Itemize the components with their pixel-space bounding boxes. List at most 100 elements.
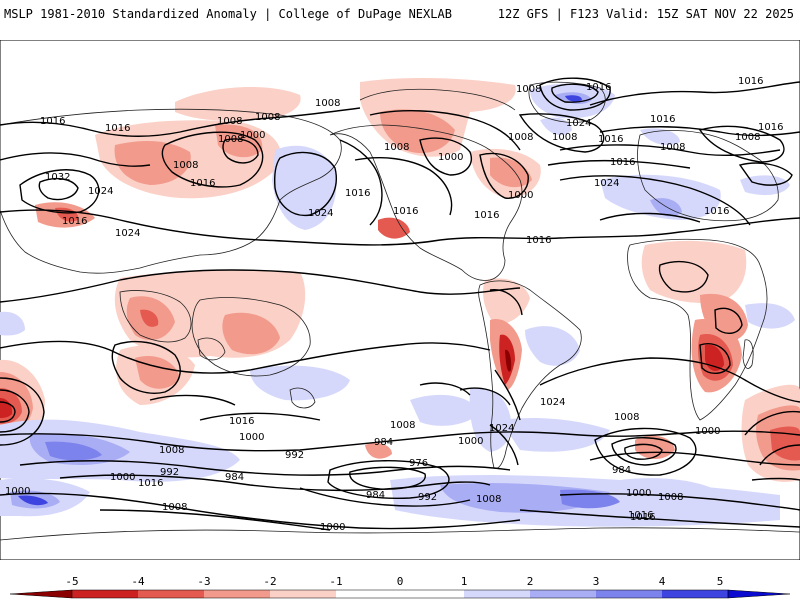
isobar-label: 1024 — [489, 423, 514, 434]
isobar — [489, 289, 523, 316]
colorbar-segment — [138, 590, 204, 598]
anomaly-area — [380, 109, 455, 154]
isobar-label: 976 — [409, 458, 428, 469]
anomaly-area — [745, 303, 795, 329]
isobar — [494, 369, 521, 421]
coastline — [191, 297, 311, 377]
isobar-label: 1024 — [540, 397, 565, 408]
isobar-label: 1000 — [110, 472, 135, 483]
isobar — [698, 125, 785, 163]
isobar — [589, 451, 800, 466]
isobar — [518, 113, 605, 153]
isobar-label: 1008 — [614, 412, 639, 423]
isobar — [349, 466, 426, 490]
isobar-label: 1008 — [173, 160, 198, 171]
anomaly-area — [0, 398, 13, 418]
coastline — [197, 337, 226, 361]
coastline — [478, 280, 582, 469]
isobar-label: 1024 — [308, 208, 333, 219]
isobar — [199, 412, 321, 421]
isobar — [547, 160, 691, 169]
colorbar-tick: 0 — [397, 575, 404, 588]
isobar — [539, 357, 800, 403]
isobar — [0, 340, 491, 374]
anomaly-area — [410, 394, 480, 426]
isobar — [551, 83, 599, 103]
anomaly-area — [469, 387, 512, 452]
negative-anomaly-shading — [0, 78, 800, 482]
isobar — [594, 427, 697, 476]
isobar-label: 1008 — [384, 142, 409, 153]
colorbar-segment — [662, 590, 728, 598]
colorbar-tick: 2 — [527, 575, 534, 588]
isobar-label: 1016 — [758, 122, 783, 133]
anomaly-area — [500, 418, 610, 452]
isobar-label: 984 — [366, 490, 385, 501]
isobar-label: 1008 — [476, 494, 501, 505]
isobar-label: 984 — [374, 437, 393, 448]
isobar-label: 1000 — [320, 522, 345, 533]
isobar-label: 1000 — [240, 130, 265, 141]
isobar-label: 1016 — [630, 512, 655, 523]
isobar-label: 1032 — [45, 172, 70, 183]
colorbar-segment — [596, 590, 662, 598]
isobar — [19, 460, 511, 476]
isobar-label: 1016 — [229, 416, 254, 427]
colorbar-segment — [204, 590, 270, 598]
anomaly-area — [565, 95, 582, 102]
isobar — [559, 175, 751, 226]
colorbar-segment — [336, 590, 464, 598]
isobar-label: 1008 — [255, 112, 280, 123]
anomaly-area — [272, 145, 337, 230]
colorbar-tick: 5 — [717, 575, 724, 588]
isobar — [299, 487, 471, 507]
anomaly-area — [641, 240, 747, 304]
isobar-label: 1008 — [217, 116, 242, 127]
anomaly-area — [600, 174, 721, 220]
isobar — [589, 81, 800, 106]
isobar-label: 1008 — [552, 132, 577, 143]
isobar-label: 1016 — [62, 216, 87, 227]
colorbar-segment — [530, 590, 596, 598]
isobar — [479, 152, 529, 199]
isobar-label: 1000 — [458, 436, 483, 447]
isobar-label: 1016 — [598, 134, 623, 145]
isobar — [559, 144, 781, 157]
isobar-label: 1008 — [315, 98, 340, 109]
isobar — [0, 269, 521, 303]
coastline — [289, 387, 316, 409]
isobar-label: 1008 — [660, 142, 685, 153]
isobar — [599, 126, 800, 137]
isobar-label: 1008 — [658, 492, 683, 503]
colorbar-tick: -5 — [65, 575, 78, 588]
coastline — [359, 88, 516, 111]
isobar-label: 1016 — [586, 82, 611, 93]
colorbar-tick: -2 — [263, 575, 276, 588]
isobars — [0, 77, 800, 531]
anomaly-area — [650, 198, 682, 217]
isobar-label: 1008 — [218, 134, 243, 145]
isobar — [161, 131, 264, 188]
isobar-label: 1008 — [735, 132, 760, 143]
isobar-label: 1000 — [508, 190, 533, 201]
isobar — [0, 389, 30, 433]
isobar — [699, 343, 731, 374]
isobar-label: 1008 — [162, 502, 187, 513]
isobar-label: 1008 — [159, 445, 184, 456]
coastline — [0, 527, 800, 541]
anomaly-area — [18, 495, 48, 506]
isobar-label: 1008 — [390, 420, 415, 431]
anomaly-area — [365, 443, 392, 459]
coastline — [627, 238, 768, 421]
anomaly-area — [175, 86, 301, 121]
isobar-label: 1008 — [516, 84, 541, 95]
isobar-label: 1000 — [438, 152, 463, 163]
colorbar-segment — [270, 590, 336, 598]
isobar-label: 992 — [285, 450, 304, 461]
coastline — [329, 124, 523, 281]
isobar-label: 1024 — [88, 186, 113, 197]
colorbar-segments — [9, 589, 791, 599]
colorbar-segment — [464, 590, 530, 598]
anomaly-area — [525, 326, 580, 366]
anomaly-area — [45, 441, 102, 461]
